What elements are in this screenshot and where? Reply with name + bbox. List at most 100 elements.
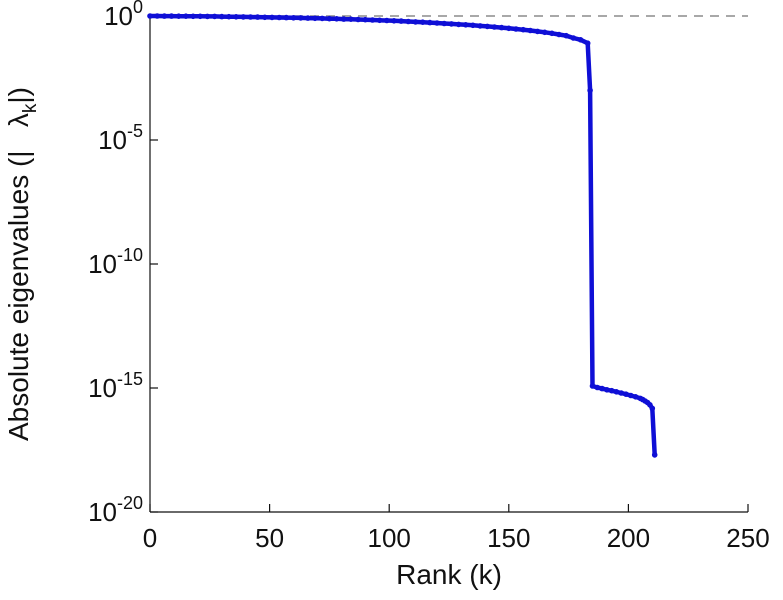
y-axis-label-suffix: |) [3,87,34,104]
x-tick-label: 200 [607,523,650,553]
series-marker [283,14,290,21]
series-marker [341,16,347,22]
y-tick-exponent: -20 [117,493,143,513]
lambda-subscript: k [20,103,41,113]
series-marker [419,19,426,26]
series-marker [628,392,634,399]
series-marker [520,26,526,33]
x-tick-label: 50 [255,523,284,553]
y-tick-exponent: -10 [117,245,143,265]
series-marker [290,14,297,21]
series-marker [618,390,624,396]
series-marker [197,13,203,20]
y-tick-label: 100 [104,0,143,31]
series-marker [376,17,383,24]
y-tick-label: 10-20 [88,493,143,527]
series-marker [477,23,483,29]
series-marker [297,15,304,21]
series-marker [549,30,555,37]
y-axis-label-prefix: Absolute eigenvalues (| [3,127,34,441]
series-marker [247,14,254,20]
series-marker [168,13,175,19]
series-marker [498,24,505,31]
series-marker [541,29,548,36]
series-marker [391,18,397,24]
series-marker [427,19,433,26]
series-marker [348,16,354,23]
y-tick-label: 10-15 [88,369,143,403]
y-tick-label: 10-10 [88,245,143,279]
series-marker [305,15,311,21]
series-marker [599,385,605,392]
series-marker [362,16,369,23]
x-tick-label: 250 [726,523,769,553]
series-marker [470,22,476,29]
y-tick-base: 10 [88,497,117,527]
series-marker [398,18,405,24]
series-marker [506,25,512,32]
series-marker [183,13,189,19]
series-marker [312,15,318,22]
series-marker [589,383,596,389]
series-marker [448,21,455,27]
series-marker [226,13,232,20]
series-marker [651,452,658,458]
series-marker [604,387,610,393]
y-tick-base: 10 [88,249,117,279]
series-marker [219,13,225,20]
series-marker [276,14,283,21]
series-marker [211,13,218,20]
series-marker [333,15,340,22]
series-marker [649,405,656,412]
y-tick-base: 10 [88,373,117,403]
series-marker [623,391,629,398]
series-marker [412,19,419,25]
y-tick-exponent: -15 [117,369,143,389]
series-marker [441,20,448,27]
y-tick-base: 10 [104,1,133,31]
series-marker [204,13,211,20]
y-tick-base: 10 [98,125,127,155]
series-marker [563,32,569,39]
series-marker [613,389,620,395]
x-tick-label: 0 [143,523,157,553]
series-marker [577,37,584,43]
series-marker [584,40,591,46]
x-tick-label: 150 [487,523,530,553]
series-marker [240,14,247,20]
series-marker [434,20,440,26]
y-tick-label: 10-5 [98,121,143,155]
series-marker [491,24,498,30]
series-marker [513,26,519,32]
series-marker [269,14,275,21]
series-marker [594,384,601,391]
x-axis-label: Rank (k) [396,559,502,590]
x-tick-label: 100 [368,523,411,553]
series-marker [484,23,491,30]
lambda-symbol: λ [3,113,34,127]
series-marker [326,15,333,22]
series-marker [587,87,593,94]
series-marker [534,28,541,35]
series-marker [455,21,462,28]
series-marker [527,27,534,34]
series-marker [632,394,639,400]
series-marker [405,18,412,25]
series-marker [154,13,160,19]
series-marker [175,13,182,19]
series-marker [262,14,268,21]
series-marker [147,13,153,19]
series-marker [161,13,168,19]
series-marker [384,17,390,24]
series-marker [462,22,469,28]
series-marker [319,15,326,22]
series-marker [556,31,562,38]
y-axis-label: Absolute eigenvalues (| λk|) [3,87,41,441]
series-marker [355,16,361,23]
series-marker [608,387,615,394]
y-tick-exponent: -5 [127,121,143,141]
series-marker [570,35,577,41]
